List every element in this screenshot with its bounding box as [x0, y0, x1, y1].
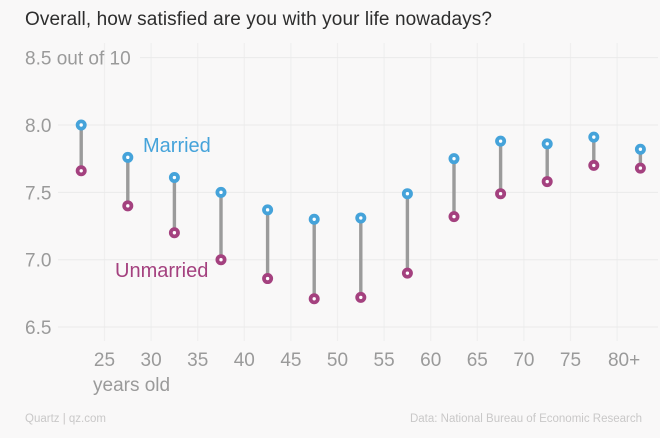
- data-point-married: [495, 135, 507, 147]
- x-tick-label: 60: [420, 350, 441, 371]
- data-point-married: [262, 204, 274, 216]
- x-tick-label: 30: [141, 350, 162, 371]
- data-point-unmarried: [355, 291, 367, 303]
- x-tick-label: 80+: [608, 350, 640, 371]
- data-point-unmarried: [308, 293, 320, 305]
- y-tick-label: 8.0: [25, 116, 51, 137]
- data-point-unmarried: [448, 211, 460, 223]
- y-axis-top-label: 8.5 out of 10: [25, 49, 131, 70]
- series-label-married: Married: [143, 135, 211, 157]
- x-tick-label: 45: [280, 350, 301, 371]
- data-point-married: [588, 131, 600, 143]
- x-tick-label: 40: [234, 350, 255, 371]
- data-point-married: [634, 143, 646, 155]
- y-tick-label: 7.0: [25, 251, 51, 272]
- data-point-unmarried: [168, 227, 180, 239]
- data-point-married: [401, 188, 413, 200]
- data-point-unmarried: [262, 273, 274, 285]
- data-point-unmarried: [588, 159, 600, 171]
- data-point-married: [355, 212, 367, 224]
- data-point-married: [168, 172, 180, 184]
- x-tick-label: 70: [513, 350, 534, 371]
- data-point-unmarried: [401, 267, 413, 279]
- data-point-unmarried: [215, 254, 227, 266]
- chart-footer: Quartz | qz.com Data: National Bureau of…: [25, 413, 642, 425]
- data-point-unmarried: [541, 176, 553, 188]
- x-tick-label: 50: [327, 350, 348, 371]
- data-point-married: [541, 138, 553, 150]
- data-point-married: [448, 153, 460, 165]
- data-point-married: [75, 119, 87, 131]
- data-point-unmarried: [495, 188, 507, 200]
- series-label-unmarried: Unmarried: [115, 260, 208, 282]
- data-point-unmarried: [122, 200, 134, 212]
- data-point-married: [122, 151, 134, 163]
- x-tick-label: 75: [560, 350, 581, 371]
- chart-title: Overall, how satisfied are you with your…: [25, 9, 493, 30]
- x-tick-label: 25: [94, 350, 115, 371]
- x-tick-label: 35: [187, 350, 208, 371]
- data-point-unmarried: [634, 162, 646, 174]
- brand-credit: Quartz | qz.com: [25, 413, 106, 425]
- x-tick-label: 55: [374, 350, 395, 371]
- data-point-married: [308, 213, 320, 225]
- y-tick-label: 6.5: [25, 318, 51, 339]
- data-source-credit: Data: National Bureau of Economic Resear…: [409, 413, 642, 425]
- y-tick-label: 7.5: [25, 183, 51, 204]
- data-point-married: [215, 186, 227, 198]
- x-tick-label: 65: [467, 350, 488, 371]
- x-axis-label: years old: [93, 375, 170, 396]
- data-point-unmarried: [75, 165, 87, 177]
